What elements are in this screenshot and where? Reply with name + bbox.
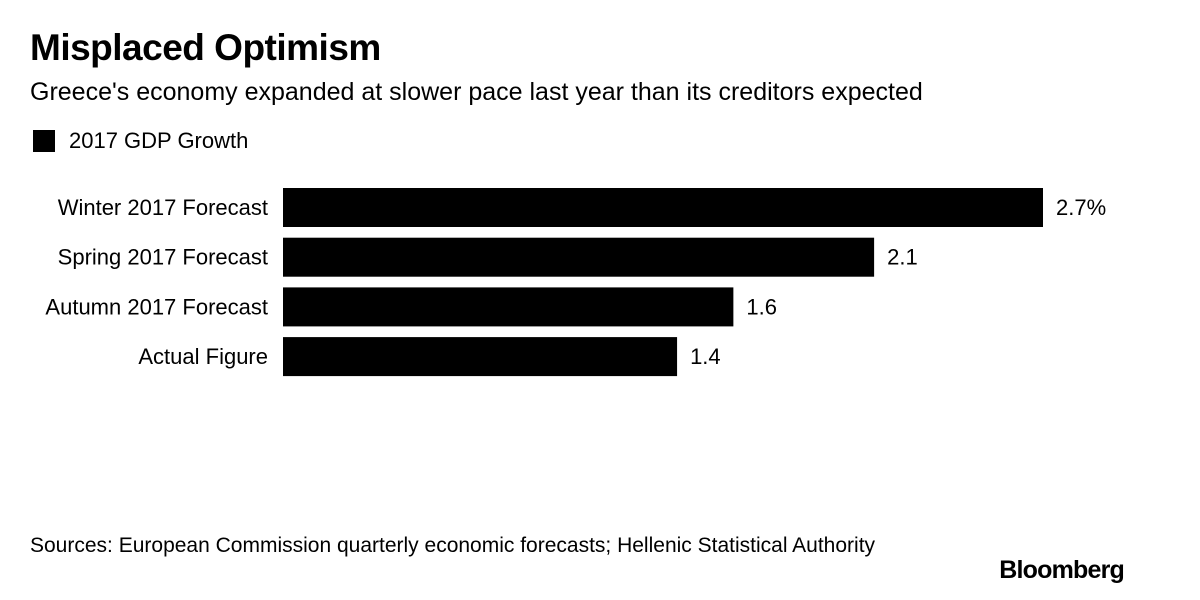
bloomberg-logo: Bloomberg <box>999 556 1125 584</box>
legend-label: 2017 GDP Growth <box>69 128 249 153</box>
bar-3 <box>283 337 678 377</box>
chart-subtitle: Greece's economy expanded at slower pace… <box>30 78 923 106</box>
category-label-1: Spring 2017 Forecast <box>58 245 268 270</box>
category-label-2: Autumn 2017 Forecast <box>45 294 268 319</box>
legend-swatch <box>33 130 55 152</box>
bar-1 <box>283 237 875 277</box>
source-note: Sources: European Commission quarterly e… <box>30 534 876 557</box>
value-label-3: 1.4 <box>690 344 721 369</box>
value-label-1: 2.1 <box>887 245 918 270</box>
legend: 2017 GDP Growth <box>33 126 248 156</box>
chart-title: Misplaced Optimism <box>30 27 381 68</box>
category-label-3: Actual Figure <box>138 344 268 369</box>
category-label-0: Winter 2017 Forecast <box>58 195 268 220</box>
value-label-0: 2.7% <box>1056 195 1106 220</box>
value-label-2: 1.6 <box>746 294 777 319</box>
bar-2 <box>283 287 734 327</box>
bar-0 <box>283 188 1043 227</box>
